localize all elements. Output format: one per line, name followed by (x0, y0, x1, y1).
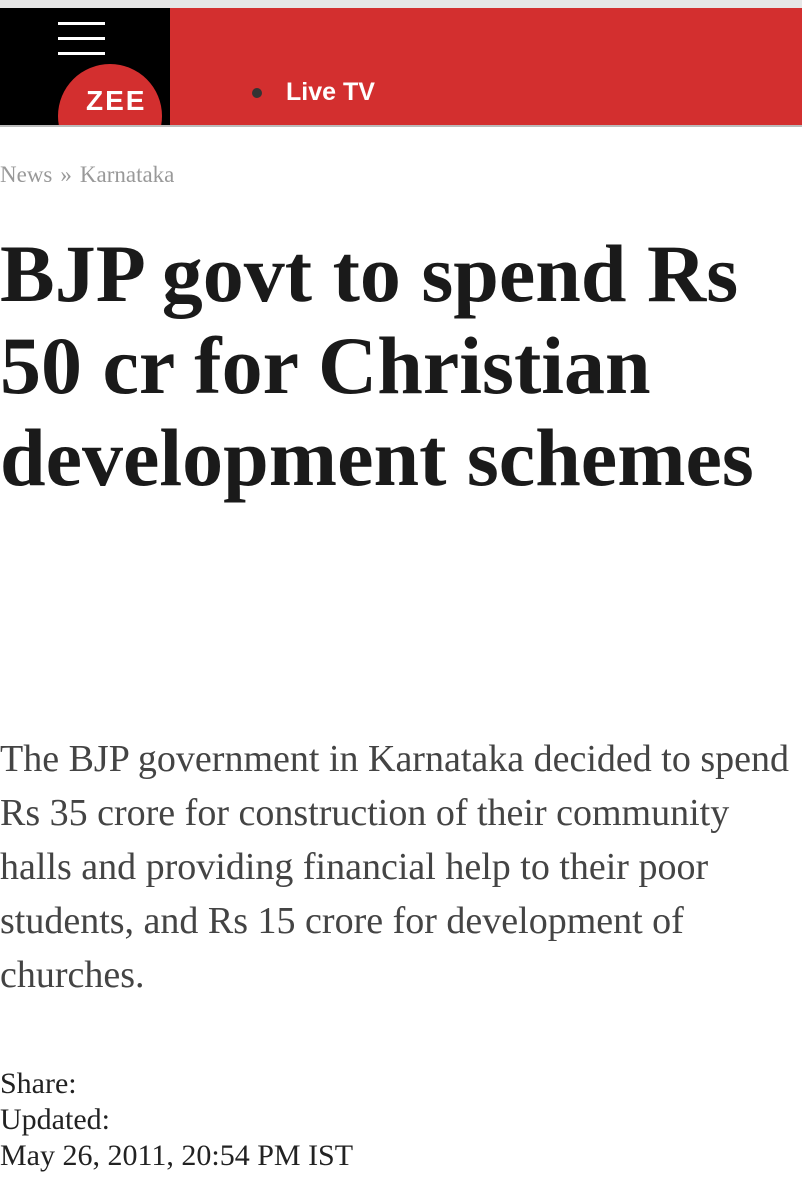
summary: The BJP government in Karnataka decided … (0, 738, 789, 996)
article-meta: Share: Updated: May 26, 2011, 20:54 PM I… (0, 1066, 353, 1174)
menu-bar (58, 22, 105, 25)
headline: BJP govt to spend Rs 50 cr for Christian… (0, 228, 754, 503)
logo: ZEE (86, 85, 147, 116)
live-tv-link[interactable]: Live TV (286, 78, 375, 106)
share-label: Share: (0, 1067, 77, 1100)
site-header: ZEE Live TV (0, 8, 802, 127)
live-dot (252, 88, 262, 98)
menu-bar (58, 37, 105, 40)
logo-box[interactable]: ZEE (0, 8, 170, 125)
breadcrumb-separator: » (60, 162, 72, 187)
menu-bar (58, 52, 105, 55)
breadcrumb: News » Karnataka (0, 162, 182, 188)
status-strip (0, 0, 802, 8)
breadcrumb-link[interactable]: Karnataka (79, 162, 175, 187)
updated-label: Updated: (0, 1103, 110, 1136)
breadcrumb-link[interactable]: News (0, 162, 53, 187)
updated-date: May 26, 2011, 20:54 PM IST (0, 1139, 354, 1172)
